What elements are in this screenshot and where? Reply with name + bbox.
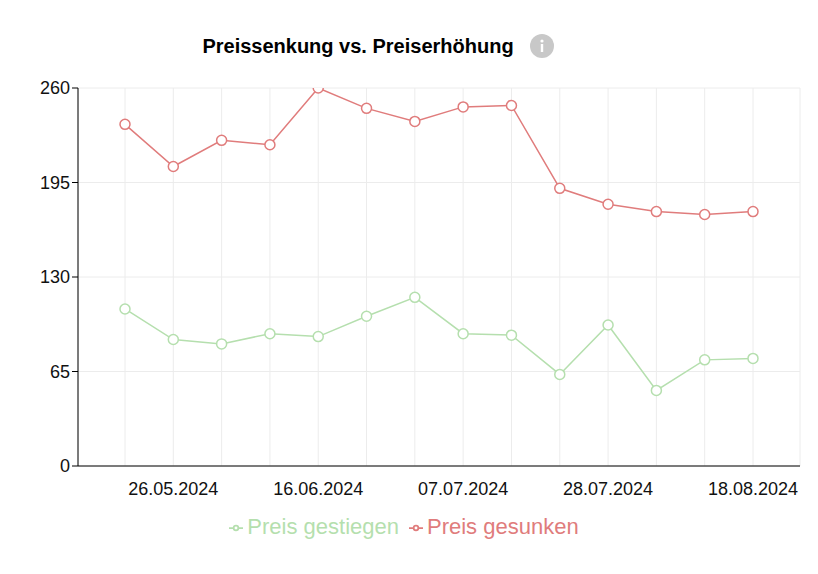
svg-text:26.05.2024: 26.05.2024 [128, 479, 218, 499]
svg-text:195: 195 [40, 173, 70, 193]
svg-text:130: 130 [40, 267, 70, 287]
svg-text:28.07.2024: 28.07.2024 [563, 479, 653, 499]
svg-text:07.07.2024: 07.07.2024 [418, 479, 508, 499]
svg-text:0: 0 [60, 456, 70, 476]
svg-text:18.08.2024: 18.08.2024 [708, 479, 798, 499]
html-text:Preissenkung vs. Preiserhöhung: Preissenkung vs. Preiserhöhung [202, 34, 514, 57]
svg-text:65: 65 [50, 362, 70, 382]
svg-text:260: 260 [40, 78, 70, 98]
html-text:Preis gesunken: Preis gesunken [427, 514, 579, 539]
html-text:Preis gestiegen: Preis gestiegen [247, 514, 399, 539]
svg-text:16.06.2024: 16.06.2024 [273, 479, 363, 499]
